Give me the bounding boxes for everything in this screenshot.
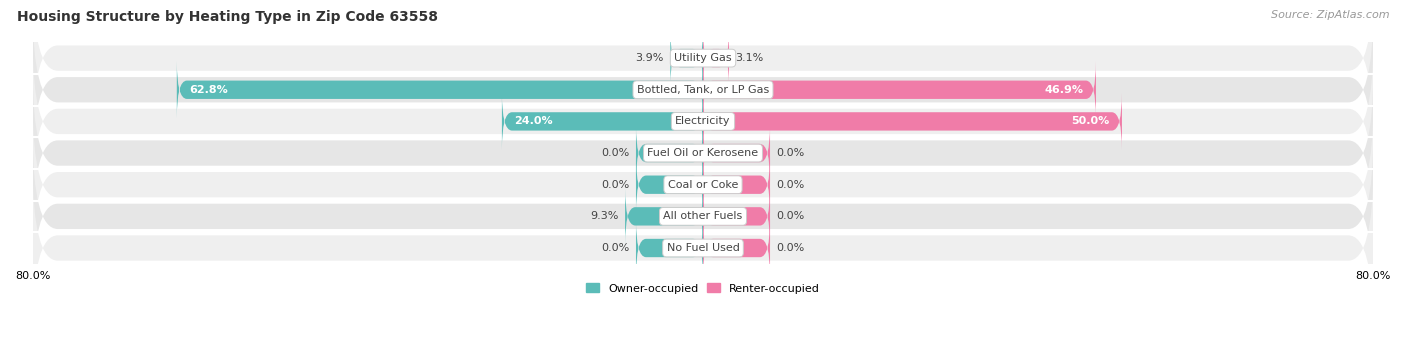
FancyBboxPatch shape bbox=[703, 156, 770, 213]
Text: Bottled, Tank, or LP Gas: Bottled, Tank, or LP Gas bbox=[637, 85, 769, 95]
Text: 9.3%: 9.3% bbox=[591, 211, 619, 221]
FancyBboxPatch shape bbox=[636, 156, 703, 213]
Legend: Owner-occupied, Renter-occupied: Owner-occupied, Renter-occupied bbox=[581, 279, 825, 298]
Text: 3.9%: 3.9% bbox=[636, 53, 664, 63]
FancyBboxPatch shape bbox=[671, 29, 703, 87]
Text: 24.0%: 24.0% bbox=[515, 116, 553, 127]
Text: 46.9%: 46.9% bbox=[1045, 85, 1084, 95]
Text: 0.0%: 0.0% bbox=[776, 243, 806, 253]
Text: Electricity: Electricity bbox=[675, 116, 731, 127]
Text: 50.0%: 50.0% bbox=[1071, 116, 1109, 127]
Text: 3.1%: 3.1% bbox=[735, 53, 763, 63]
FancyBboxPatch shape bbox=[703, 29, 728, 87]
FancyBboxPatch shape bbox=[703, 93, 1122, 150]
Text: 0.0%: 0.0% bbox=[776, 148, 806, 158]
Text: 0.0%: 0.0% bbox=[600, 148, 630, 158]
Text: 0.0%: 0.0% bbox=[776, 211, 806, 221]
FancyBboxPatch shape bbox=[703, 188, 770, 245]
FancyBboxPatch shape bbox=[32, 0, 1374, 140]
Text: Source: ZipAtlas.com: Source: ZipAtlas.com bbox=[1271, 10, 1389, 20]
Text: No Fuel Used: No Fuel Used bbox=[666, 243, 740, 253]
FancyBboxPatch shape bbox=[32, 8, 1374, 172]
Text: Fuel Oil or Kerosene: Fuel Oil or Kerosene bbox=[647, 148, 759, 158]
Text: Coal or Coke: Coal or Coke bbox=[668, 180, 738, 190]
FancyBboxPatch shape bbox=[177, 61, 703, 119]
Text: 0.0%: 0.0% bbox=[600, 243, 630, 253]
Text: Housing Structure by Heating Type in Zip Code 63558: Housing Structure by Heating Type in Zip… bbox=[17, 10, 437, 24]
FancyBboxPatch shape bbox=[703, 124, 770, 182]
Text: 62.8%: 62.8% bbox=[190, 85, 228, 95]
Text: Utility Gas: Utility Gas bbox=[675, 53, 731, 63]
Text: 0.0%: 0.0% bbox=[600, 180, 630, 190]
FancyBboxPatch shape bbox=[32, 39, 1374, 204]
FancyBboxPatch shape bbox=[703, 219, 770, 277]
FancyBboxPatch shape bbox=[32, 71, 1374, 235]
FancyBboxPatch shape bbox=[626, 188, 703, 245]
FancyBboxPatch shape bbox=[502, 93, 703, 150]
FancyBboxPatch shape bbox=[32, 166, 1374, 330]
Text: 0.0%: 0.0% bbox=[776, 180, 806, 190]
FancyBboxPatch shape bbox=[32, 102, 1374, 267]
FancyBboxPatch shape bbox=[32, 134, 1374, 299]
FancyBboxPatch shape bbox=[636, 219, 703, 277]
FancyBboxPatch shape bbox=[703, 61, 1095, 119]
FancyBboxPatch shape bbox=[636, 124, 703, 182]
Text: All other Fuels: All other Fuels bbox=[664, 211, 742, 221]
